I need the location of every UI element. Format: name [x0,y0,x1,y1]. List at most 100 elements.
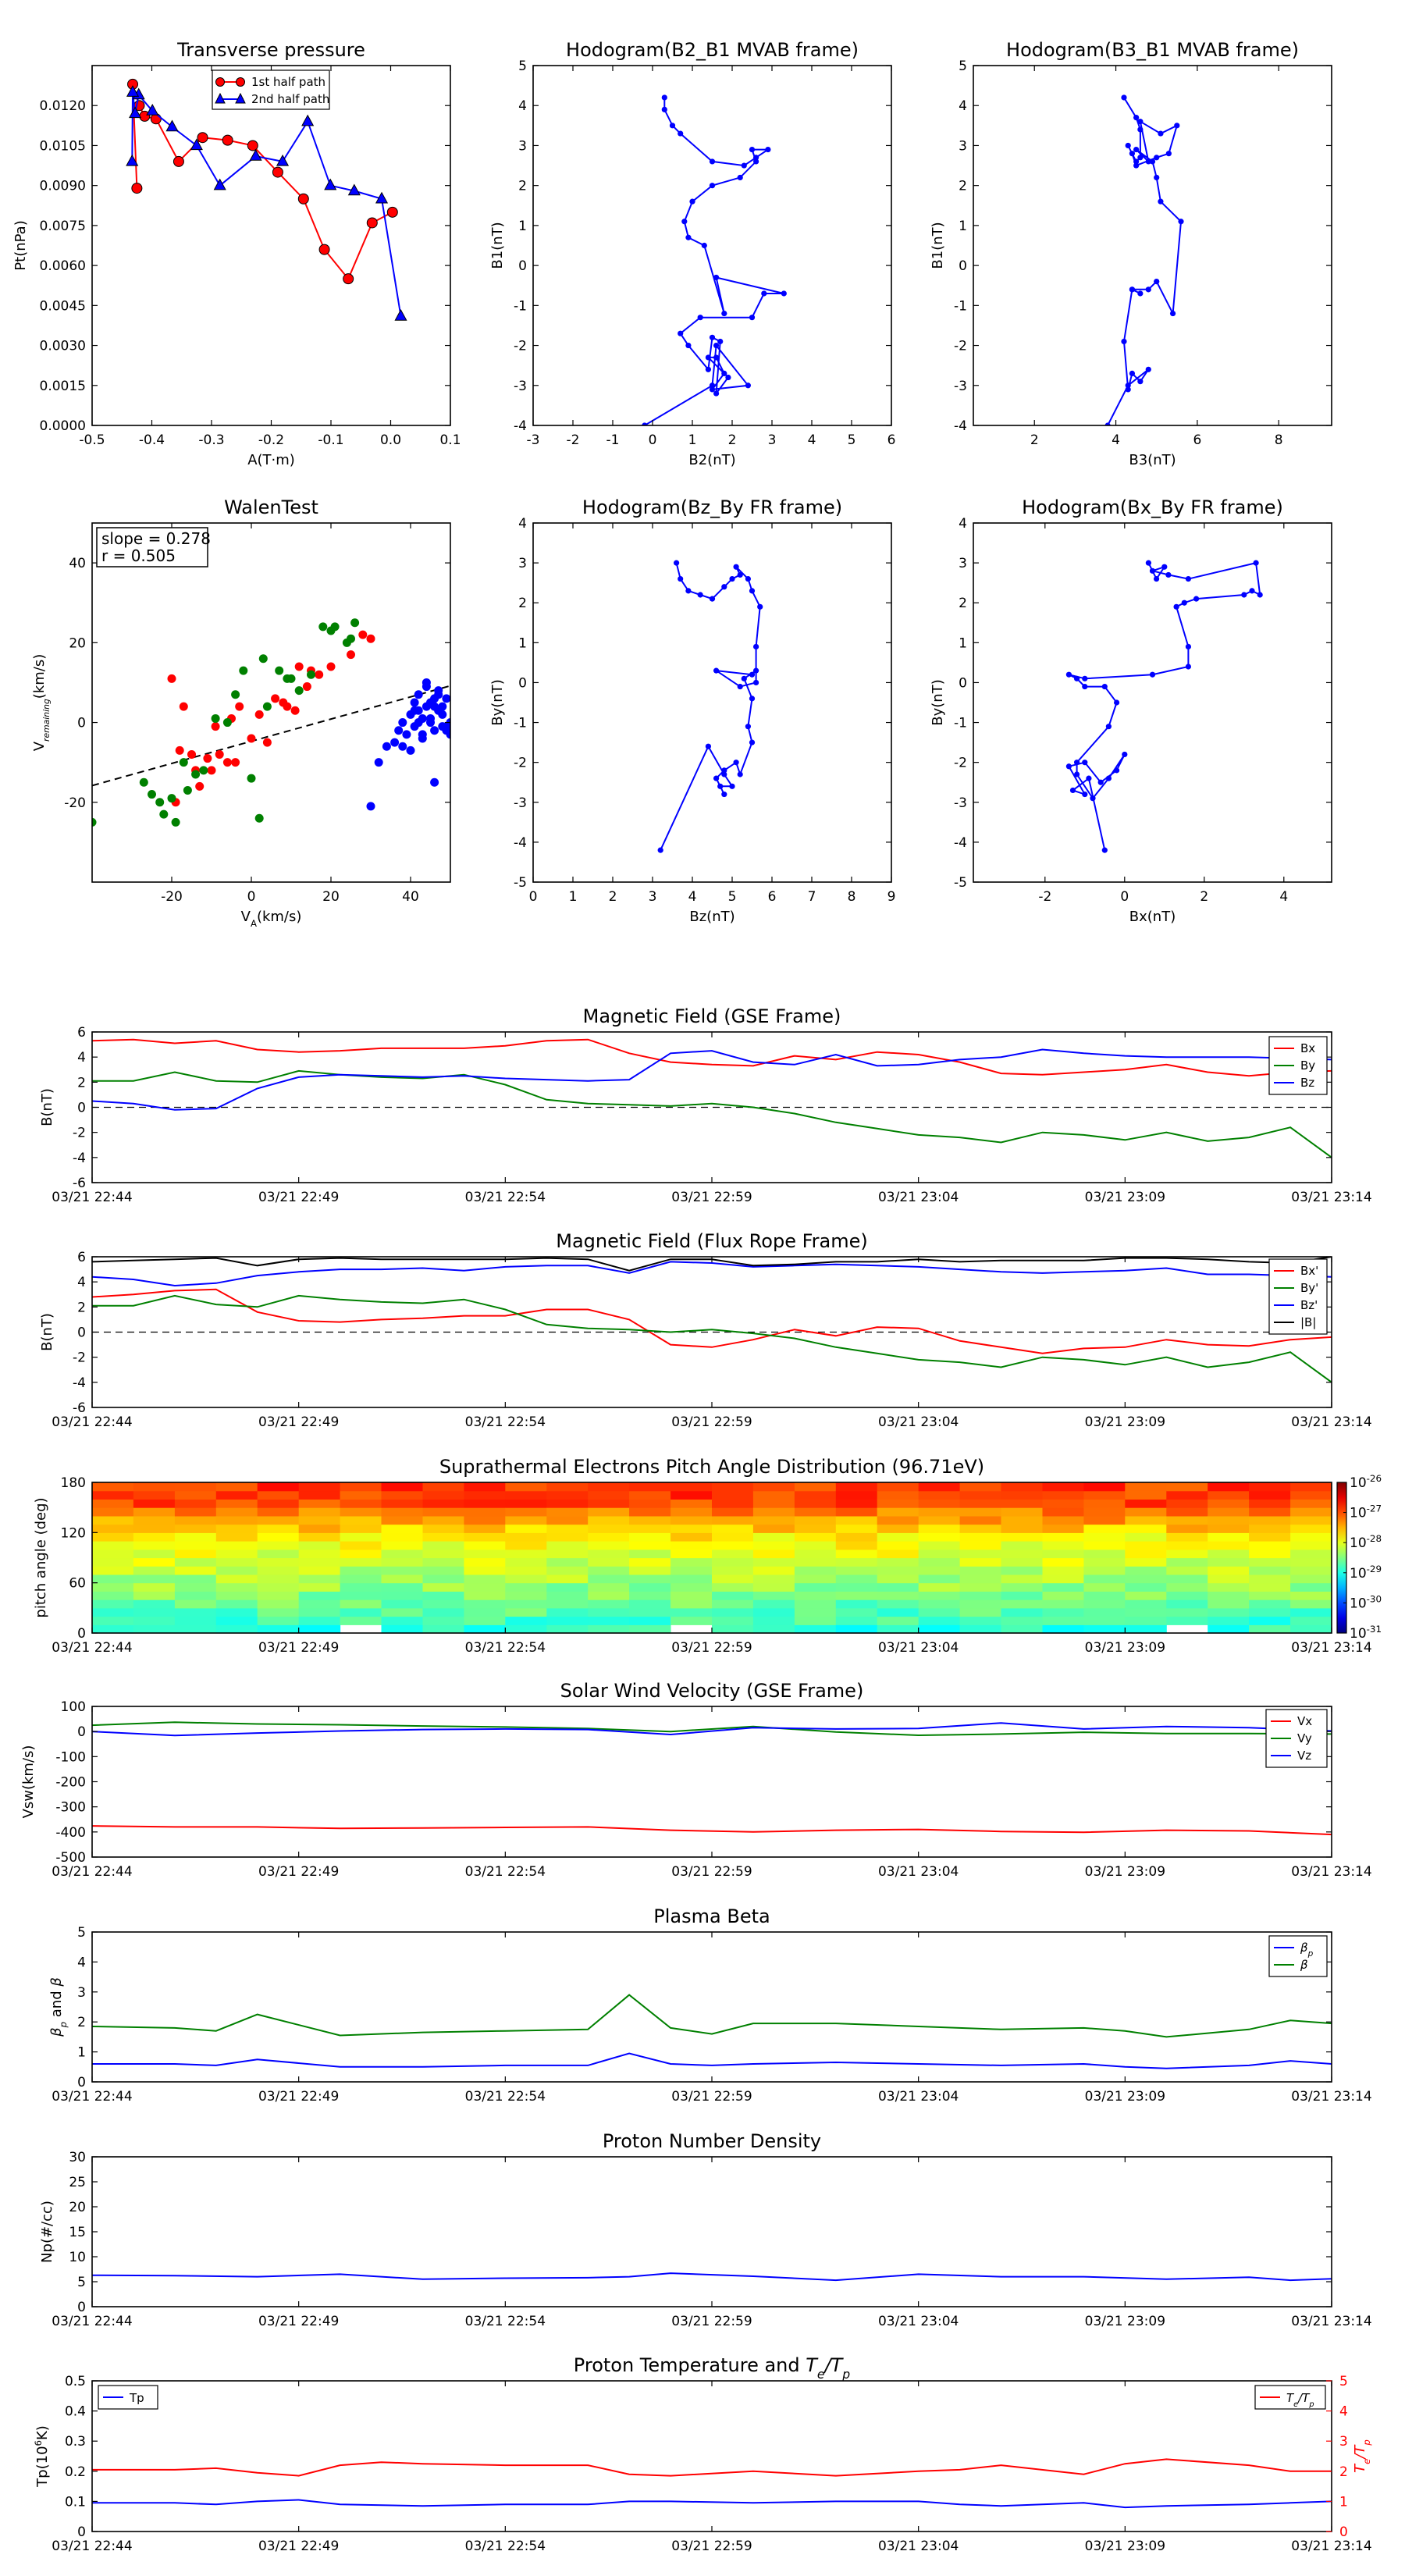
pad-ytick-label: 60 [69,1576,86,1592]
hodo_b2_b1-xtick-label: -1 [606,432,620,448]
hodo_b3_b1-point [1174,123,1180,129]
pad-cell [133,1574,176,1584]
pad-cell [712,1574,754,1584]
hodo_bx_by-point [1161,564,1168,570]
pad-cell [381,1574,423,1584]
pad-cell [835,1574,878,1584]
beta-ytick-label: 4 [77,1955,86,1970]
vsw-plot-area [92,1721,1332,1836]
walen-point [195,781,205,791]
transverse_pressure-xlabel: A(T·m) [247,452,295,468]
pad-cell [1290,1591,1332,1600]
pad-cell [752,1624,795,1634]
pad-cell [835,1566,878,1575]
tp-xtick-label: 03/21 22:54 [465,2539,546,2554]
hodo_b3_b1-point [1121,338,1127,345]
pad-cell [918,1490,961,1500]
walen-point [290,706,300,715]
walen-point [167,794,176,803]
pad-cell [1290,1507,1332,1517]
hodo_b2_b1-xtick-label: 0 [649,432,657,448]
pad-cell [257,1574,300,1584]
pad-cell [257,1566,300,1575]
hodo_b2_b1-point [697,315,703,321]
pad-cell [670,1607,713,1617]
tp-series-0-line [92,2499,1332,2509]
hodo_bx_by-point [1082,683,1088,690]
pad-cell [752,1524,795,1533]
pad-cell [546,1515,589,1525]
pad-cell [1166,1591,1208,1600]
pad-cell [1249,1490,1291,1500]
transverse_pressure-series-0-line [132,84,393,281]
pad-cell [959,1549,1002,1559]
mag_gse-xtick-label: 03/21 23:04 [878,1190,959,1205]
mag_gse-xtick-label: 03/21 22:44 [52,1190,132,1205]
pad-cell [340,1482,382,1492]
pad-cell [381,1507,423,1517]
transverse_pressure-xtick-label: -0.4 [139,432,165,448]
pad-cell [505,1524,547,1533]
transverse_pressure-point [126,154,139,166]
tp-ytick-label: 0.4 [65,2404,86,2420]
pad-cell [835,1582,878,1592]
pad-cell [133,1582,176,1592]
np-ytick-label: 20 [69,2200,86,2215]
hodo_bx_by-point [1185,575,1191,582]
pad-cell [794,1607,837,1617]
pad-cell [629,1616,671,1625]
pad-cell [918,1532,961,1542]
walen-point [231,758,240,767]
hodo_b3_b1-point [1178,219,1184,225]
hodo_b2_b1-point [749,315,756,321]
hodo_b2_b1-ytick-label: -1 [514,298,527,314]
pad-cell [422,1524,464,1533]
pad-cell [752,1616,795,1625]
hodo_bx_by-point [1086,775,1092,781]
beta-title: Plasma Beta [653,1905,770,1927]
tp-xtick-label: 03/21 22:49 [258,2539,339,2554]
pad-cell [1001,1532,1043,1542]
walen-point [92,817,97,827]
tp-title: Proton Temperature and Te/Tp [574,2354,850,2382]
pad-cell [422,1566,464,1575]
walen-point [286,674,296,683]
vsw-ytick-label: -500 [55,1850,86,1866]
hodo_b3_b1-ytick-label: -1 [954,298,967,314]
pad-cell [1125,1549,1167,1559]
pad-cell [1042,1557,1084,1567]
pad-cell [1249,1524,1291,1533]
walen-point [294,662,304,671]
pad-cell [712,1507,754,1517]
pad-cell [670,1566,713,1575]
hodo_bx_by-plot-area [1065,560,1263,853]
pad-cell [174,1490,217,1500]
hodo_bx_by-ytick-label: 0 [959,675,967,691]
hodo_bx_by-xtick-label: 0 [1120,889,1129,905]
pad-cell [340,1499,382,1508]
pad-cell [1001,1524,1043,1533]
pad-cell [505,1566,547,1575]
hodo_b2_b1-point [685,234,692,240]
hodo_bz_by-point [737,683,743,690]
hodo_bz_by-point [685,588,692,594]
np-xtick-label: 03/21 22:59 [671,2314,752,2329]
pad-cell [1166,1524,1208,1533]
pad-cell [546,1582,589,1592]
pad-cell [877,1499,919,1508]
pad-cell [670,1582,713,1592]
pad-cell [298,1541,341,1550]
pad-cell [546,1591,589,1600]
pad-cell [1083,1599,1126,1609]
pad-cell [835,1599,878,1609]
walen-point [318,622,328,632]
legend-label: Vz [1297,1749,1311,1763]
legend-label: β [1300,1958,1308,1972]
vsw-xtick-label: 03/21 22:44 [52,1864,132,1880]
pad-cell [959,1574,1002,1584]
pad-cell [133,1541,176,1550]
pad-cell [835,1616,878,1625]
mag_gse-xtick-label: 03/21 22:59 [671,1190,752,1205]
transverse_pressure-point [126,85,140,97]
pad-cell [340,1549,382,1559]
